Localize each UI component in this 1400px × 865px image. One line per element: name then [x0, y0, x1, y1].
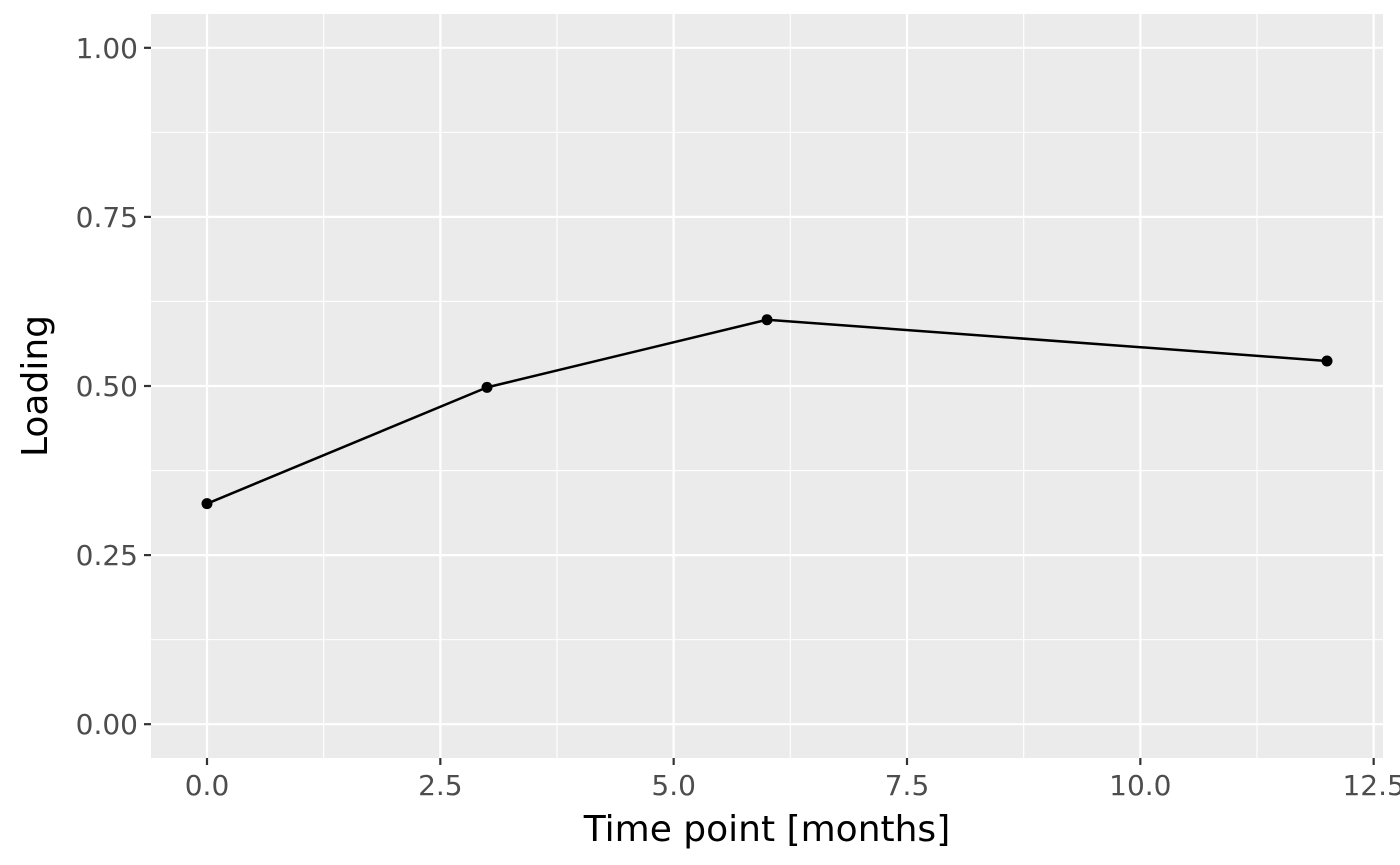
y-tick-label: 0.00	[76, 708, 138, 741]
major-gridlines	[151, 14, 1383, 758]
x-tick-label: 12.5	[1342, 769, 1400, 802]
y-tick-label: 0.25	[76, 539, 138, 572]
data-point	[481, 381, 493, 393]
data-point	[201, 498, 213, 510]
series-line	[206, 318, 1328, 505]
data-series	[201, 314, 1333, 510]
y-axis: 0.00 0.25 0.50 0.75 1.00	[76, 32, 151, 741]
x-tick-label: 5.0	[651, 769, 696, 802]
data-point	[761, 314, 773, 326]
x-tick-label: 0.0	[185, 769, 230, 802]
y-axis-title: Loading	[15, 315, 56, 457]
x-axis: 0.0 2.5 5.0 7.5 10.0 12.5	[185, 758, 1400, 802]
x-tick-label: 2.5	[418, 769, 463, 802]
data-point	[1321, 355, 1333, 367]
y-tick-label: 1.00	[76, 32, 138, 65]
x-axis-title: Time point [months]	[583, 809, 951, 850]
x-tick-label: 7.5	[885, 769, 930, 802]
y-tick-label: 0.50	[76, 370, 138, 403]
x-tick-label: 10.0	[1109, 769, 1171, 802]
y-tick-label: 0.75	[76, 201, 138, 234]
